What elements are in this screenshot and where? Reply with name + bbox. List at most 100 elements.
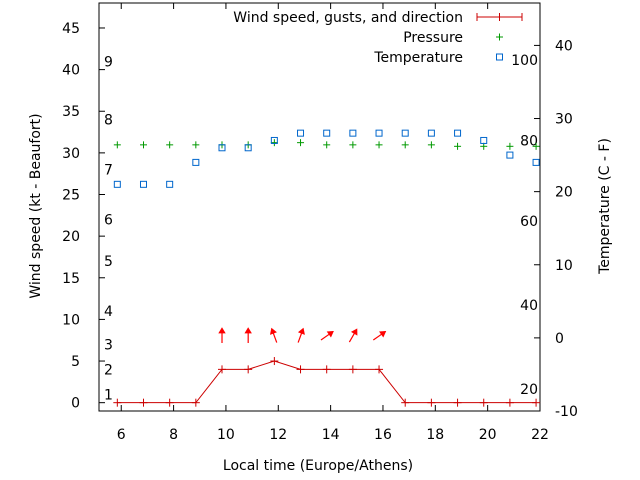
temperature-point — [454, 129, 462, 137]
y-tick-label: 10 — [62, 312, 80, 328]
pressure-point — [349, 141, 357, 149]
y-tick-label: 15 — [62, 271, 80, 287]
temperature-point — [349, 129, 357, 137]
wind-direction-arrow — [244, 327, 252, 343]
pressure-point — [297, 139, 305, 147]
wind-speed-point — [532, 398, 541, 407]
pressure-point — [506, 142, 514, 150]
temperature-point — [297, 129, 305, 137]
y-tick-label: 20 — [62, 229, 80, 245]
temperature-point — [244, 144, 252, 152]
x-tick-label: 22 — [531, 427, 549, 443]
wind-speed-point — [427, 398, 436, 407]
pressure-point — [480, 142, 488, 150]
x-tick-label: 20 — [479, 427, 497, 443]
pressure-point — [113, 141, 121, 149]
wind-speed-point — [375, 365, 384, 374]
wind-speed-point — [479, 398, 488, 407]
beaufort-label: 2 — [104, 362, 113, 378]
pressure-point — [323, 141, 331, 149]
temperature-point — [375, 129, 383, 137]
pressure-point — [139, 141, 147, 149]
temperature-point — [192, 158, 200, 166]
pressure-point — [427, 141, 435, 149]
temperature-point — [270, 136, 278, 144]
plot-area: 6 8 10 12 14 16 18 20 22051015202530354045-10010… — [62, 2, 578, 443]
legend-label: Wind speed, gusts, and direction — [233, 10, 463, 26]
y2-tick-label: 30 — [555, 112, 573, 128]
pressure-point — [401, 141, 409, 149]
beaufort-label: 1 — [104, 387, 113, 403]
x-tick-label: 6 — [117, 427, 126, 443]
beaufort-label: 4 — [104, 304, 113, 320]
temperature-point — [480, 136, 488, 144]
fahrenheit-label: 60 — [520, 214, 538, 230]
x-tick-label: 10 — [217, 427, 235, 443]
wind-speed-point — [139, 398, 148, 407]
fahrenheit-label: 80 — [520, 133, 538, 149]
beaufort-label: 3 — [104, 337, 113, 353]
wind-speed-point — [244, 365, 253, 374]
y2-tick-label: 10 — [555, 258, 573, 274]
y2-tick-label: -10 — [555, 404, 578, 420]
beaufort-label: 5 — [104, 254, 113, 270]
pressure-point — [375, 141, 383, 149]
temperature-point — [401, 129, 409, 137]
legend-entry: Wind speed, gusts, and direction — [233, 10, 523, 26]
wind-speed-point — [270, 357, 279, 366]
y-tick-label: 40 — [62, 63, 80, 79]
y2-tick-label: 20 — [555, 185, 573, 201]
legend-entry: Pressure — [403, 30, 503, 46]
fahrenheit-label: 40 — [520, 298, 538, 314]
y2-tick-label: 40 — [555, 38, 573, 54]
wind-speed-point — [505, 398, 514, 407]
beaufort-label: 9 — [104, 54, 113, 70]
beaufort-label: 6 — [104, 212, 113, 228]
wind-speed-point — [113, 398, 122, 407]
wind-speed-point — [296, 365, 305, 374]
temperature-point — [506, 151, 514, 159]
wind-direction-arrow — [269, 327, 278, 343]
x-tick-label: 16 — [374, 427, 392, 443]
plot-frame — [98, 2, 541, 412]
temperature-point — [532, 158, 540, 166]
x-tick-label: 18 — [426, 427, 444, 443]
pressure-point — [454, 142, 462, 150]
beaufort-label: 7 — [104, 163, 113, 179]
temperature-point — [323, 129, 331, 137]
beaufort-label: 8 — [104, 113, 113, 129]
temperature-point — [218, 144, 226, 152]
wind-direction-arrow — [348, 328, 358, 343]
temperature-point — [166, 180, 174, 188]
pressure-point — [166, 141, 174, 149]
x-tick-label: 8 — [169, 427, 178, 443]
y-tick-label: 0 — [71, 396, 80, 412]
temperature-point — [427, 129, 435, 137]
wind-speed-point — [348, 365, 357, 374]
pressure-point — [192, 141, 200, 149]
fahrenheit-label: 100 — [511, 53, 538, 69]
fahrenheit-label: 20 — [520, 382, 538, 398]
series-layer — [113, 129, 541, 407]
y-tick-label: 25 — [62, 188, 80, 204]
wind-direction-arrow — [320, 330, 334, 341]
x-tick-label: 14 — [322, 427, 340, 443]
y2-axis-label: Temperature (C - F) — [597, 138, 613, 275]
legend: Wind speed, gusts, and direction Pressure… — [233, 10, 523, 66]
wind-speed-point — [191, 398, 200, 407]
wind-speed-point — [401, 398, 410, 407]
y-tick-label: 30 — [62, 146, 80, 162]
wind-speed-point — [322, 365, 331, 374]
wind-speed-point — [218, 365, 227, 374]
legend-label: Temperature — [373, 50, 463, 66]
pressure-point — [270, 139, 278, 147]
y-tick-label: 5 — [71, 354, 80, 370]
legend-label: Pressure — [403, 30, 463, 46]
x-tick-label: 12 — [269, 427, 287, 443]
x-axis-label: Local time (Europe/Athens) — [223, 458, 413, 474]
temperature-point — [113, 180, 121, 188]
y-axis-label: Wind speed (kt - Beaufort) — [28, 113, 44, 298]
wind-direction-arrow — [218, 327, 226, 343]
wind-direction-arrow — [372, 330, 387, 341]
